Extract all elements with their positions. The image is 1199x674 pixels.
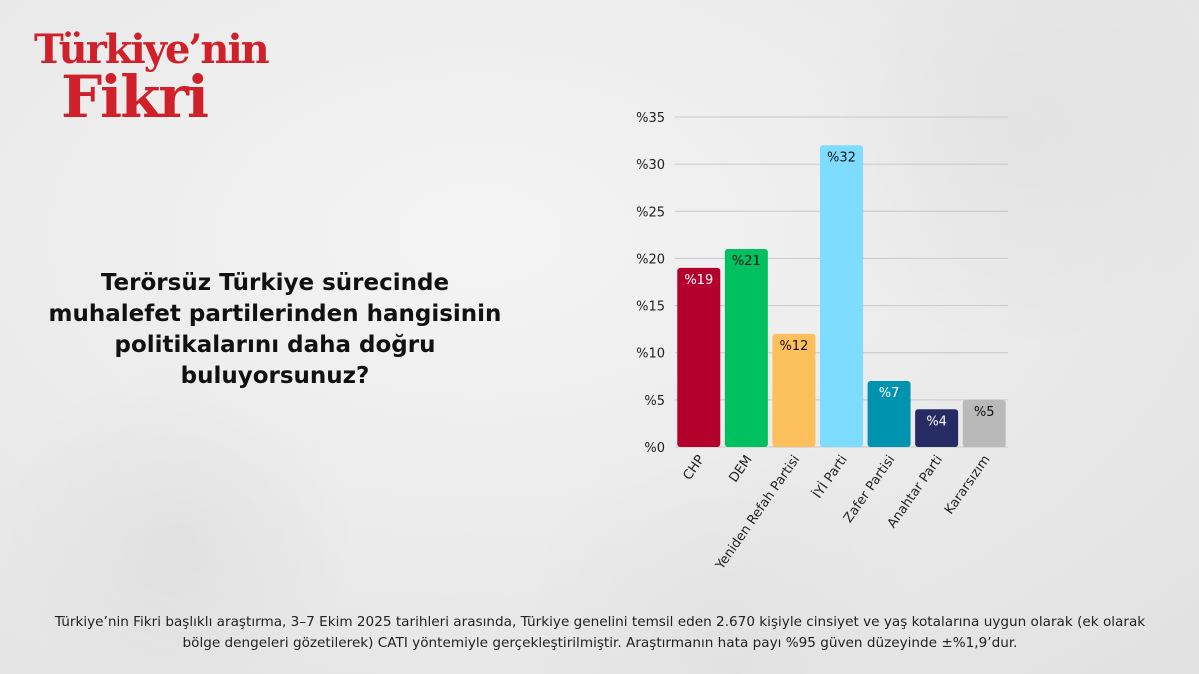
y-tick-label: %25: [636, 205, 665, 220]
bar: [867, 381, 911, 447]
bar: [677, 267, 721, 447]
survey-question: Terörsüz Türkiye sürecinde muhalefet par…: [48, 270, 502, 389]
y-tick-label: %5: [644, 394, 665, 409]
y-tick-label: %35: [636, 111, 665, 126]
data-label: %19: [684, 273, 713, 288]
x-tick-label: DEM: [726, 453, 755, 486]
y-tick-label: %15: [636, 300, 665, 315]
bar: [962, 399, 1006, 447]
data-label: %32: [827, 150, 856, 165]
bar: [820, 145, 863, 447]
bar: [915, 409, 959, 447]
x-tick-label: İYİ Parti: [810, 452, 851, 501]
methodology-note: Türkiye’nin Fikri başlıklı araştırma, 3–…: [54, 614, 1146, 651]
y-tick-label: %20: [636, 252, 665, 267]
brand-logo: Türkiye’nin Fikri: [34, 26, 270, 131]
logo-line-1: Türkiye’nin: [34, 26, 270, 73]
bar-chart: %0 %5 %10 %15 %20 %25 %30 %35 %19 CHP %21 DEM %12 Yen…: [636, 111, 1008, 574]
y-tick-label: %10: [636, 347, 665, 362]
bar: [772, 333, 816, 447]
data-label: %7: [879, 386, 900, 401]
y-tick-label: %30: [636, 158, 665, 173]
data-label: %12: [779, 339, 808, 354]
data-label: %4: [926, 414, 947, 429]
data-label: %5: [974, 405, 995, 420]
x-tick-label: Yeniden Refah Partisi: [712, 453, 803, 574]
x-tick-label: Kararsızım: [942, 453, 994, 518]
y-tick-label: %0: [644, 441, 665, 456]
bar: [724, 249, 768, 447]
data-label: %21: [732, 254, 761, 269]
x-tick-label: CHP: [680, 453, 708, 484]
logo-line-2: Fikri: [61, 63, 209, 131]
